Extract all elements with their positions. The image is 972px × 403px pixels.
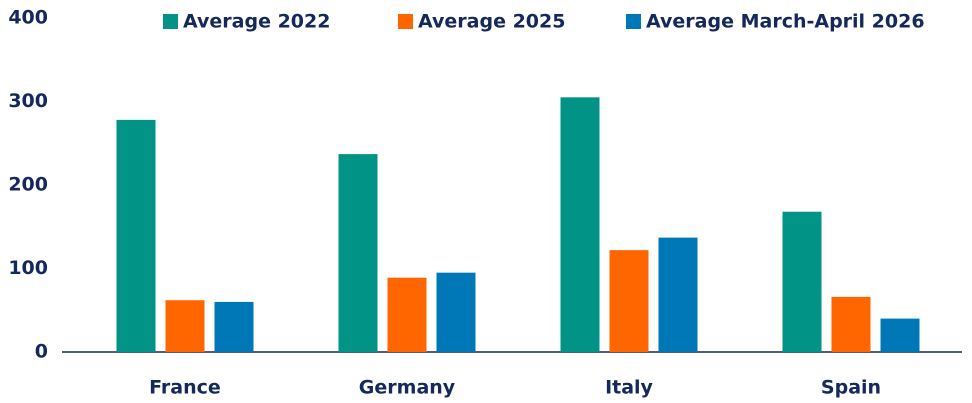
bar	[165, 300, 205, 352]
bar	[560, 97, 600, 352]
bar	[436, 272, 476, 352]
y-tick-label: 0	[35, 341, 48, 363]
bar	[658, 237, 698, 352]
x-tick-label: Spain	[821, 377, 881, 399]
bar	[214, 301, 254, 352]
y-tick-label: 400	[8, 7, 48, 29]
bar	[880, 318, 920, 352]
bar	[338, 154, 378, 352]
legend-label: Average March-April 2026	[646, 11, 925, 33]
legend-swatch	[163, 14, 178, 29]
y-tick-label: 200	[8, 174, 48, 196]
legend-label: Average 2025	[418, 11, 565, 33]
bar	[782, 211, 822, 352]
x-tick-label: Germany	[359, 377, 456, 399]
legend-swatch	[626, 14, 641, 29]
legend-swatch	[398, 14, 413, 29]
bar	[116, 119, 156, 353]
bar	[609, 250, 649, 352]
bar	[387, 277, 427, 352]
y-tick-label: 100	[8, 257, 48, 279]
bar	[831, 296, 871, 352]
x-tick-label: Italy	[605, 377, 653, 399]
x-tick-label: France	[149, 377, 221, 399]
legend-label: Average 2022	[183, 11, 330, 33]
y-tick-label: 300	[8, 90, 48, 112]
